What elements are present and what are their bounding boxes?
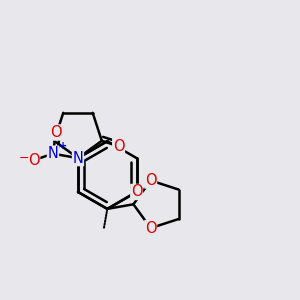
Text: N: N — [73, 151, 83, 166]
Text: −: − — [19, 152, 30, 165]
Text: +: + — [59, 141, 67, 151]
Text: O: O — [113, 139, 124, 154]
Text: O: O — [28, 153, 40, 168]
Text: O: O — [131, 184, 142, 200]
Text: O: O — [145, 220, 157, 236]
Text: N: N — [47, 146, 58, 161]
Text: O: O — [145, 173, 157, 188]
Text: O: O — [50, 125, 62, 140]
